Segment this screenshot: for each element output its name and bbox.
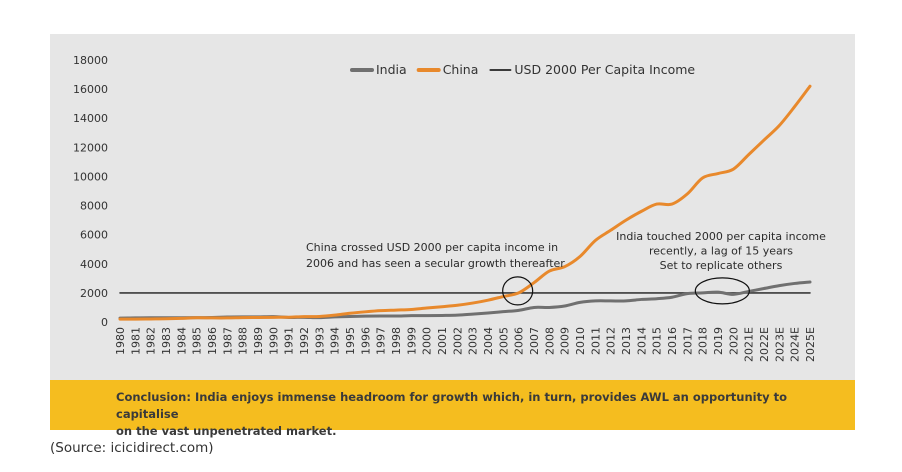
x-tick-label: 2007 bbox=[528, 327, 541, 355]
annotation-circle-china bbox=[502, 276, 534, 306]
x-tick-label: 2017 bbox=[681, 327, 694, 355]
annotation-text-india: India touched 2000 per capita income bbox=[616, 230, 826, 243]
x-tick-label: 1994 bbox=[329, 327, 342, 355]
x-tick-label: 2004 bbox=[482, 327, 495, 355]
annotation-circle-india bbox=[694, 277, 750, 305]
x-tick-label: 1983 bbox=[160, 327, 173, 355]
x-tick-label: 1991 bbox=[283, 327, 296, 355]
y-tick-label: 18000 bbox=[73, 54, 108, 67]
annotation-text-china: China crossed USD 2000 per capita income… bbox=[306, 241, 558, 254]
x-tick-label: 2021E bbox=[743, 327, 756, 362]
y-tick-label: 16000 bbox=[73, 83, 108, 96]
china-series-line bbox=[118, 84, 812, 321]
x-tick-label: 2012 bbox=[605, 327, 618, 355]
x-tick-label: 1988 bbox=[237, 327, 250, 355]
x-tick-label: 1986 bbox=[206, 327, 219, 355]
x-tick-label: 1995 bbox=[344, 327, 357, 355]
y-tick-label: 2000 bbox=[80, 287, 108, 300]
source-note: (Source: icicidirect.com) bbox=[50, 440, 214, 456]
annotation-text-india: Set to replicate others bbox=[660, 259, 783, 272]
x-tick-label: 1997 bbox=[375, 327, 388, 355]
x-tick-label: 1996 bbox=[359, 327, 372, 355]
x-tick-label: 2010 bbox=[574, 327, 587, 355]
x-tick-label: 1984 bbox=[175, 327, 188, 355]
x-tick-label: 2006 bbox=[513, 327, 526, 355]
x-tick-label: 2009 bbox=[559, 327, 572, 355]
chart-panel: 0 2000 4000 6000 8000 10000 12000 14000 16000 180… bbox=[50, 34, 855, 380]
x-tick-label: 2014 bbox=[635, 327, 648, 355]
x-tick-label: 2020 bbox=[727, 327, 740, 355]
x-tick-label: 2005 bbox=[497, 327, 510, 355]
x-tick-label: 2015 bbox=[651, 327, 664, 355]
x-tick-label: 2023E bbox=[773, 327, 786, 362]
conclusion-line-2: on the vast unpenetrated market. bbox=[116, 424, 337, 438]
x-tick-label: 1987 bbox=[221, 327, 234, 355]
conclusion-line-1: Conclusion: India enjoys immense headroo… bbox=[116, 390, 787, 421]
x-tick-label: 1993 bbox=[313, 327, 326, 355]
x-tick-label: 1985 bbox=[191, 327, 204, 355]
x-tick-label: 1989 bbox=[252, 327, 265, 355]
x-tick-label: 2016 bbox=[666, 327, 679, 355]
conclusion-box: Conclusion: India enjoys immense headroo… bbox=[50, 380, 855, 438]
y-tick-label: 8000 bbox=[80, 200, 108, 213]
x-tick-label: 1999 bbox=[405, 327, 418, 355]
india-series-line bbox=[118, 280, 812, 320]
y-tick-label: 14000 bbox=[73, 112, 108, 125]
x-tick-label: 2025E bbox=[804, 327, 817, 362]
x-tick-label: 1980 bbox=[114, 327, 127, 355]
y-tick-label: 10000 bbox=[73, 170, 108, 183]
x-tick-label: 2003 bbox=[467, 327, 480, 355]
legend-label: USD 2000 Per Capita Income bbox=[514, 62, 695, 77]
y-tick-label: 0 bbox=[101, 316, 108, 329]
x-tick-label: 2000 bbox=[421, 327, 434, 355]
y-tick-label: 4000 bbox=[80, 258, 108, 271]
y-tick-label: 6000 bbox=[80, 229, 108, 242]
x-tick-label: 1981 bbox=[129, 327, 142, 355]
x-tick-label: 2024E bbox=[789, 327, 802, 362]
legend-label: China bbox=[443, 62, 479, 77]
x-tick-label: 2019 bbox=[712, 327, 725, 355]
y-tick-label: 12000 bbox=[73, 141, 108, 154]
x-tick-label: 1982 bbox=[145, 327, 158, 355]
annotation-text-china: 2006 and has seen a secular growth there… bbox=[306, 257, 565, 270]
x-tick-label: 2001 bbox=[436, 327, 449, 355]
x-tick-label: 2013 bbox=[620, 327, 633, 355]
x-tick-label: 2018 bbox=[697, 327, 710, 355]
x-tick-label: 2008 bbox=[543, 327, 556, 355]
x-tick-label: 2002 bbox=[451, 327, 464, 355]
x-tick-label: 1992 bbox=[298, 327, 311, 355]
x-tick-label: 2011 bbox=[589, 327, 602, 355]
x-tick-label: 2022E bbox=[758, 327, 771, 362]
x-tick-label: 1998 bbox=[390, 327, 403, 355]
x-tick-label: 1990 bbox=[267, 327, 280, 355]
line-chart: 0 2000 4000 6000 8000 10000 12000 14000 16000 180… bbox=[73, 54, 826, 362]
legend-label: India bbox=[376, 62, 407, 77]
annotation-text-india: recently, a lag of 15 years bbox=[649, 245, 793, 258]
